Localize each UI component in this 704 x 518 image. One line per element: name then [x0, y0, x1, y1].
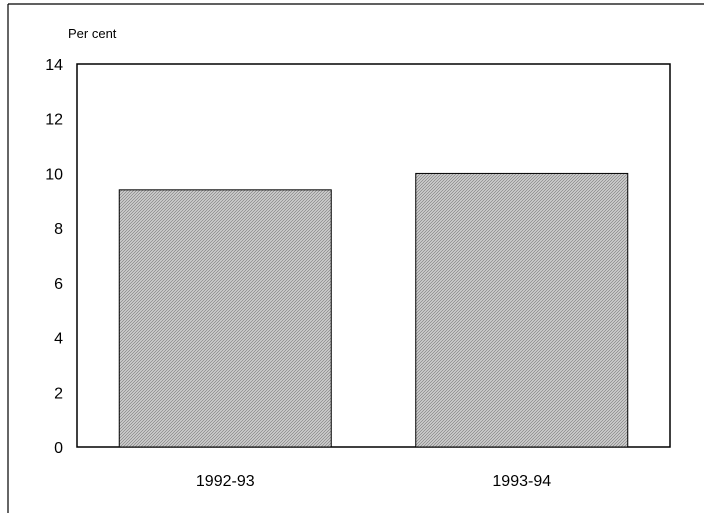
x-axis-ticks: 1992-93 1993-94: [196, 473, 551, 490]
y-tick-label: 6: [54, 276, 63, 293]
y-tick-label: 10: [45, 166, 63, 183]
bar-1992-93: [118, 189, 332, 448]
bars-group: [118, 172, 629, 448]
y-axis-label: Per cent: [68, 26, 117, 41]
plot-area-frame: [76, 63, 671, 448]
y-tick-label: 14: [45, 57, 63, 74]
y-tick-label: 8: [54, 221, 63, 238]
y-tick-label: 12: [45, 112, 63, 129]
y-tick-label: 4: [54, 331, 63, 348]
y-tick-label: 2: [54, 385, 63, 402]
x-tick-label: 1992-93: [196, 473, 255, 490]
y-axis-ticks: 0 2 4 6 8 10 12 14: [45, 57, 63, 457]
x-tick-label: 1993-94: [492, 473, 551, 490]
bar-1993-94: [415, 172, 629, 448]
y-tick-label: 0: [54, 440, 63, 457]
